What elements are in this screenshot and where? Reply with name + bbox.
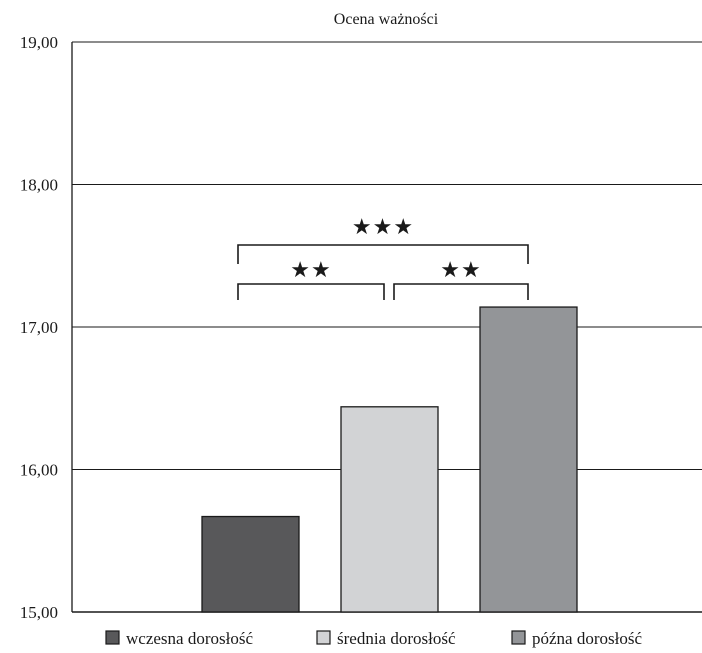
significance-bracket (237, 244, 529, 264)
legend: wczesna dorosłość średnia dorosłość późna … (105, 629, 642, 648)
y-tick-label: 16,00 (20, 461, 58, 480)
legend-swatch-1 (105, 630, 120, 645)
legend-swatch-3 (511, 630, 526, 645)
significance-stars: ★★★ (352, 214, 414, 239)
legend-swatch-2 (316, 630, 331, 645)
legend-label-1: wczesna dorosłość (126, 629, 253, 648)
legend-label-2: średnia dorosłość (337, 629, 456, 648)
significance-brackets: ★★ ★★★★★ (237, 214, 529, 300)
y-tick-label: 17,00 (20, 318, 58, 337)
y-tick-label: 18,00 (20, 176, 58, 195)
significance-stars: ★★ (440, 257, 481, 282)
legend-label-3: późna dorosłość (532, 629, 642, 648)
y-tick-label: 19,00 (20, 33, 58, 52)
bar-1 (201, 515, 300, 613)
significance-bracket (237, 283, 385, 300)
bar-3 (479, 306, 578, 613)
y-tick-label: 15,00 (20, 603, 58, 622)
significance-bracket (393, 283, 529, 300)
y-tick-labels: 15,00 16,00 17,00 18,00 19,00 (20, 33, 58, 622)
significance-stars: ★★ (290, 257, 331, 282)
chart-title: Ocena ważności (334, 11, 439, 28)
bars-layer (201, 306, 578, 613)
bar-2 (340, 406, 439, 613)
